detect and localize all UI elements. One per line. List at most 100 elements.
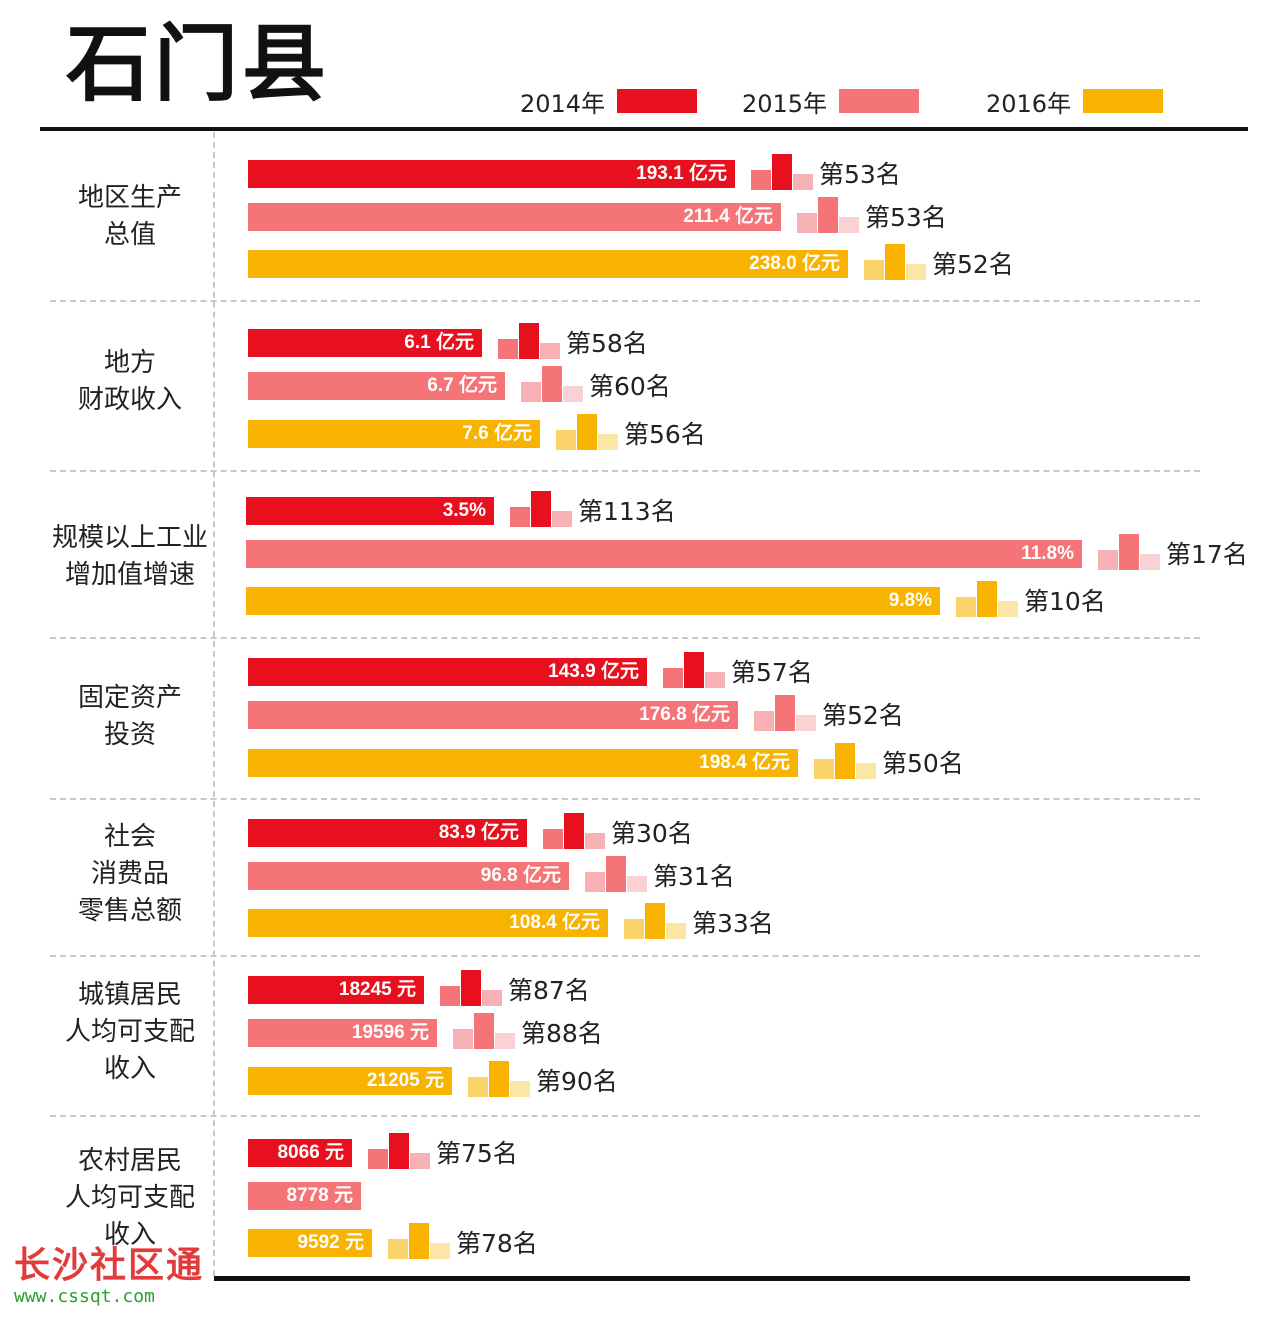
podium-icon — [797, 197, 859, 233]
category-divider — [213, 132, 215, 1276]
legend-item-2016: 2016年 — [986, 86, 1164, 118]
legend-label: 2016年 — [986, 89, 1072, 118]
bar-value-label: 6.1 亿元 — [404, 332, 474, 353]
bar-value-label: 8066 元 — [277, 1142, 344, 1163]
bar-value-label: 19596 元 — [351, 1022, 429, 1043]
bar-value-label: 3.5% — [442, 500, 486, 521]
rank-marker: 第113名 — [510, 491, 676, 527]
group-divider — [50, 470, 1200, 472]
group-divider — [50, 637, 1200, 639]
category-label: 地方 财政收入 — [40, 345, 220, 419]
podium-icon — [663, 652, 725, 688]
bar-value-label: 198.4 亿元 — [699, 752, 790, 773]
legend-swatch — [617, 89, 698, 113]
podium-icon — [368, 1133, 430, 1169]
group-divider — [50, 955, 1200, 957]
category-label: 规模以上工业 增加值增速 — [40, 520, 220, 594]
bar-value-label: 9592 元 — [297, 1232, 364, 1253]
rank-label: 第52名 — [822, 701, 904, 730]
bar-value-label: 176.8 亿元 — [639, 704, 730, 725]
rank-label: 第33名 — [692, 909, 774, 938]
rank-label: 第53名 — [819, 160, 901, 189]
category-label-line: 消费品 — [90, 859, 169, 889]
bar-value-label: 238.0 亿元 — [749, 253, 840, 274]
top-rule — [40, 127, 1248, 131]
bar-2016: 21205 元 — [248, 1067, 452, 1095]
bar-value-label: 108.4 亿元 — [509, 912, 600, 933]
category-label-line: 零售总额 — [77, 896, 182, 926]
podium-icon — [1098, 534, 1160, 570]
podium-icon — [624, 903, 686, 939]
category-label-line: 财政收入 — [77, 385, 182, 415]
podium-icon — [468, 1061, 530, 1097]
watermark-url: www.cssqt.com — [14, 1286, 155, 1307]
category-label-line: 规模以上工业 — [51, 523, 208, 553]
watermark-brand: 长沙社区通 — [14, 1245, 205, 1286]
bar-2016: 7.6 亿元 — [248, 420, 540, 448]
rank-label: 第78名 — [456, 1229, 538, 1258]
category-label-line: 总值 — [103, 220, 156, 250]
bar-value-label: 18245 元 — [338, 979, 416, 1000]
podium-icon — [498, 323, 560, 359]
rank-marker: 第75名 — [368, 1133, 518, 1169]
rank-marker: 第50名 — [814, 743, 964, 779]
rank-label: 第17名 — [1166, 540, 1248, 569]
podium-icon — [388, 1223, 450, 1259]
bar-value-label: 143.9 亿元 — [548, 661, 639, 682]
bar-2015: 19596 元 — [248, 1019, 437, 1047]
rank-marker: 第78名 — [388, 1223, 538, 1259]
rank-label: 第60名 — [589, 372, 671, 401]
category-label: 固定资产 投资 — [40, 680, 220, 754]
podium-icon — [440, 970, 502, 1006]
bar-value-label: 7.6 亿元 — [462, 423, 532, 444]
bar-2015: 176.8 亿元 — [248, 701, 738, 729]
rank-label: 第56名 — [624, 420, 706, 449]
podium-icon — [510, 491, 572, 527]
group-divider — [50, 798, 1200, 800]
category-label-line: 增加值增速 — [64, 560, 195, 590]
bar-2016: 238.0 亿元 — [248, 250, 848, 278]
podium-icon — [751, 154, 813, 190]
rank-label: 第87名 — [508, 976, 590, 1005]
podium-icon — [956, 581, 1018, 617]
bar-2016: 198.4 亿元 — [248, 749, 798, 777]
bar-2014: 3.5% — [246, 497, 494, 525]
rank-label: 第31名 — [653, 862, 735, 891]
bar-2015: 8778 元 — [248, 1182, 361, 1210]
bar-2014: 143.9 亿元 — [248, 658, 647, 686]
watermark: 长沙社区通 www.cssqt.com — [14, 1245, 205, 1308]
bar-2016: 9592 元 — [248, 1229, 372, 1257]
bar-2014: 8066 元 — [248, 1139, 352, 1167]
rank-marker: 第60名 — [521, 366, 671, 402]
bar-2014: 18245 元 — [248, 976, 424, 1004]
category-label: 农村居民 人均可支配 收入 — [40, 1143, 220, 1254]
category-label-line: 农村居民 — [77, 1146, 182, 1176]
podium-icon — [585, 856, 647, 892]
category-label-line: 地方 — [103, 348, 156, 378]
rank-marker: 第53名 — [797, 197, 947, 233]
category-label: 地区生产 总值 — [40, 180, 220, 254]
rank-label: 第88名 — [521, 1019, 603, 1048]
rank-label: 第57名 — [731, 658, 813, 687]
category-label-line: 人均可支配 — [64, 1017, 195, 1047]
rank-marker: 第57名 — [663, 652, 813, 688]
legend-label: 2015年 — [742, 89, 828, 118]
bar-value-label: 21205 元 — [366, 1070, 444, 1091]
rank-label: 第53名 — [865, 203, 947, 232]
legend-swatch — [839, 89, 920, 113]
rank-marker: 第52名 — [754, 695, 904, 731]
rank-marker: 第88名 — [453, 1013, 603, 1049]
page-title: 石门县 — [66, 15, 331, 113]
category-label-line: 地区生产 — [77, 183, 182, 213]
rank-label: 第75名 — [436, 1139, 518, 1168]
rank-marker: 第53名 — [751, 154, 901, 190]
bar-value-label: 8778 元 — [286, 1185, 353, 1206]
bottom-rule — [214, 1276, 1190, 1281]
rank-marker: 第30名 — [543, 813, 693, 849]
rank-label: 第58名 — [566, 329, 648, 358]
bar-2016: 108.4 亿元 — [248, 909, 608, 937]
bar-2016: 9.8% — [246, 587, 940, 615]
rank-label: 第90名 — [536, 1067, 618, 1096]
bar-2014: 193.1 亿元 — [248, 160, 735, 188]
podium-icon — [543, 813, 605, 849]
